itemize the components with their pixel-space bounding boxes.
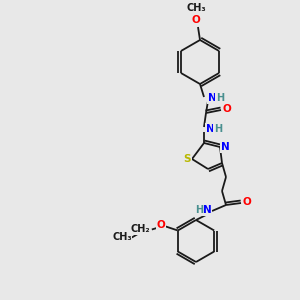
Text: N: N	[220, 142, 230, 152]
Text: N: N	[208, 93, 216, 103]
Text: O: O	[223, 104, 231, 114]
Text: H: H	[216, 93, 224, 103]
Text: H: H	[195, 205, 203, 215]
Text: CH₃: CH₃	[112, 232, 132, 242]
Text: H: H	[214, 124, 222, 134]
Text: N: N	[206, 124, 214, 134]
Text: CH₃: CH₃	[186, 3, 206, 13]
Text: N: N	[202, 205, 211, 215]
Text: O: O	[156, 220, 165, 230]
Text: CH₂: CH₂	[130, 224, 150, 235]
Text: S: S	[183, 154, 191, 164]
Text: O: O	[243, 197, 251, 207]
Text: O: O	[192, 15, 200, 25]
